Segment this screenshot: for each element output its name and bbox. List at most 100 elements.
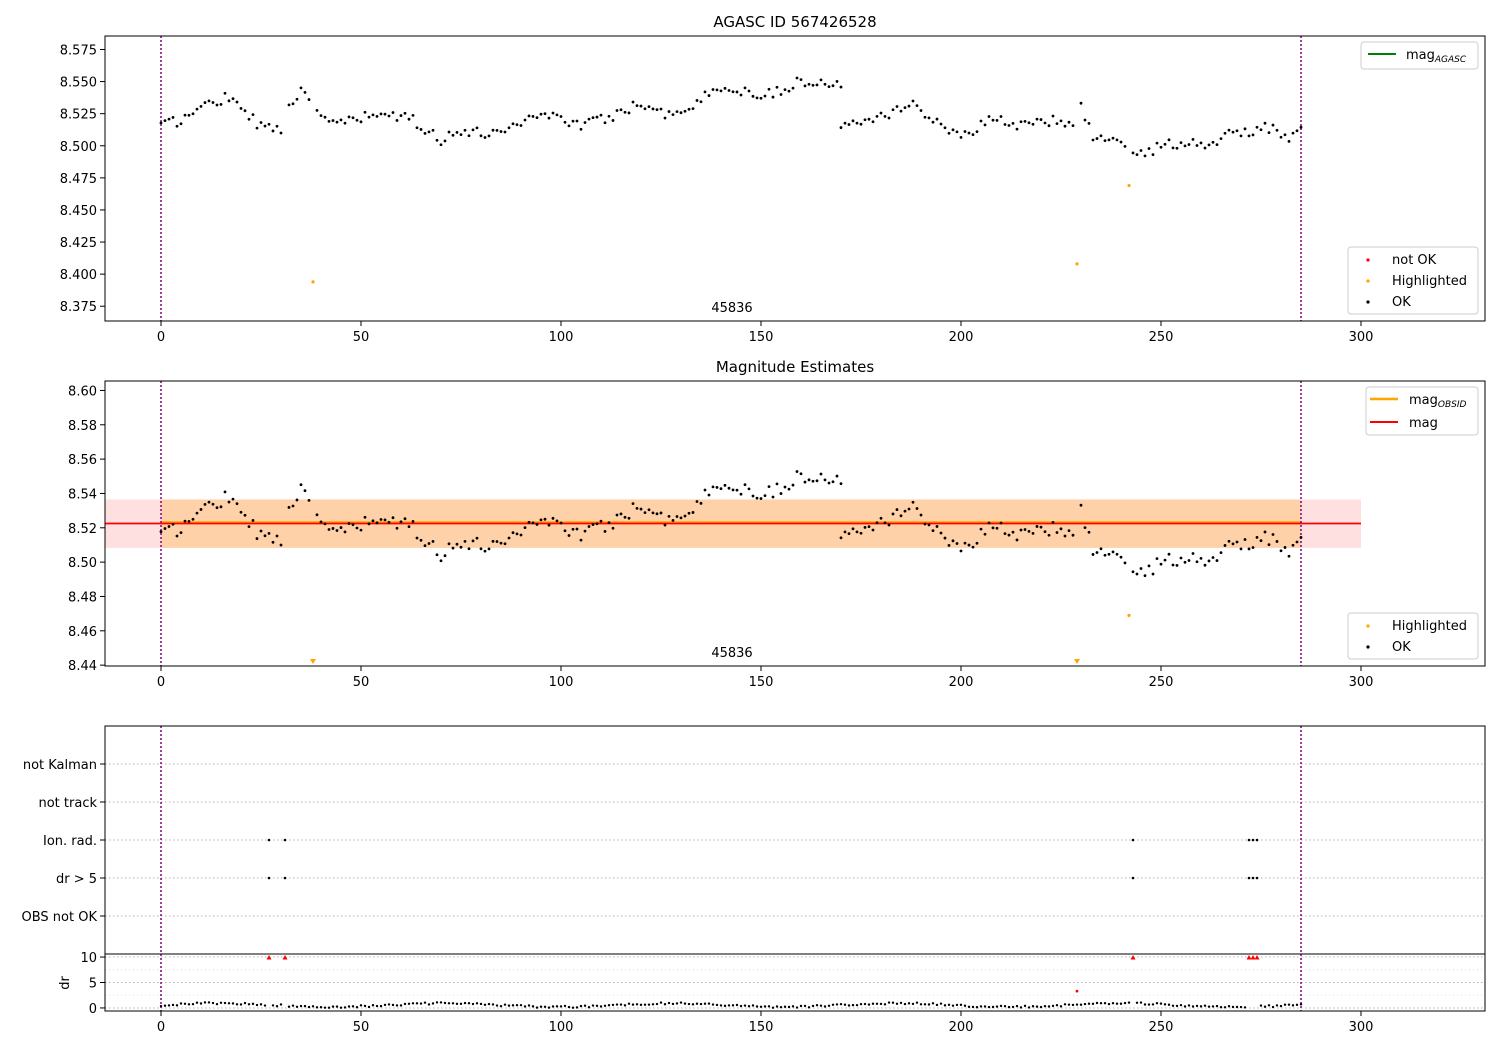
dr-point [379,1004,383,1008]
legend-ok-marker [1366,300,1370,304]
estimates-ok-point [667,514,671,518]
dr-point [343,1006,347,1009]
agasc-ok-point [299,86,303,90]
estimates-ok-point [851,527,855,531]
estimates-ok-point [303,489,307,493]
agasc-ok-point [967,131,971,135]
dr-point [319,1006,323,1009]
estimates-ok-point [275,534,279,538]
agasc-ok-point [211,101,215,104]
agasc-ok-point [519,124,523,127]
dr-point [363,1004,367,1008]
estimates-ok-point [999,521,1003,525]
dr-point [227,1002,231,1005]
dr-point [1291,1004,1295,1007]
dr-point [1043,1004,1047,1008]
estimates-ok-point [339,526,343,529]
agasc-ok-point [427,130,431,134]
agasc-ok-point [791,86,795,90]
legend-ok-label: OK [1392,295,1411,310]
estimates-ok-point [1223,544,1227,547]
agasc-ok-point [1211,140,1215,144]
dr-point [495,1004,499,1007]
dr-point [187,1003,191,1006]
agasc-ok-point [1083,118,1087,122]
agasc-ok-point [803,84,807,88]
estimates-ok-point [1031,531,1035,535]
dr-point [299,1004,303,1008]
dr-point [663,1003,667,1006]
estimates-ok-point [867,525,871,529]
dr-clipped-marker [282,955,288,960]
agasc-ok-point [307,98,311,101]
estimates-ok-point [163,527,167,530]
agasc-ok-point [971,133,975,136]
dr-point [303,1004,307,1008]
estimates-ok-point [247,525,251,529]
agasc-ok-point [579,127,583,131]
agasc-ok-point [771,95,775,99]
agasc-ok-point [1123,144,1127,148]
dr-point [671,1002,675,1006]
estimates-ok-point [1231,542,1235,546]
agasc-ok-point [679,111,683,115]
estimates-ok-point [639,507,643,511]
estimates-ytick-label: 8.50 [68,556,97,571]
dr-point [415,1002,419,1005]
estimates-ok-point [795,470,799,473]
dr-point [935,1003,939,1007]
estimates-ok-point [1295,540,1299,544]
estimates-ok-point [659,511,663,515]
estimates-ok-point [267,531,271,535]
dr-point [915,1001,919,1004]
agasc-ok-point [667,110,671,113]
estimates-ok-point [203,502,207,506]
dr-point [975,1006,979,1009]
agasc-ok-point [911,99,915,103]
estimates-ok-point [679,516,683,520]
estimates-ok-point [411,520,415,523]
dr-point [691,1003,695,1006]
estimates-ok-point [899,514,903,518]
agasc-ok-point [707,94,711,97]
agasc-ok-point [1011,121,1015,125]
dr-point [1215,1004,1219,1008]
agasc-ok-point [1175,146,1179,150]
agasc-ok-point [1131,151,1135,155]
estimates-ok-point [591,523,595,526]
agasc-ok-point [479,134,483,138]
agasc-ok-point [819,78,823,82]
estimates-ok-point [539,518,543,522]
agasc-ok-point [847,123,851,126]
dr-point [255,1003,259,1007]
agasc-ok-point [531,115,535,118]
agasc-ok-point [235,100,239,104]
dr-point [867,1003,871,1006]
legend-mag-agasc-text: mag [1406,48,1435,63]
agasc-ok-point [163,119,167,123]
estimates-ok-point [235,502,239,506]
flag-point [267,838,271,842]
estimates-ok-point [239,510,243,514]
estimates-ok-point [675,515,679,518]
agasc-ok-point [923,115,927,119]
estimates-ok-point [1251,546,1255,549]
agasc-ok-point [259,121,263,124]
estimates-ok-point [599,519,603,523]
estimates-ok-point [463,539,467,543]
dr-point [331,1005,335,1008]
estimates-ok-point [419,538,423,542]
estimates-ok-point [347,522,351,525]
agasc-ok-point [623,110,627,114]
agasc-ok-point [399,114,403,117]
dr-point [655,1002,659,1006]
estimates-ok-point [727,486,731,490]
legend-not-ok-marker [1366,258,1370,262]
dr-point [1067,1003,1071,1006]
dr-point [703,1002,707,1005]
agasc-ok-point [507,126,511,130]
dr-point [1283,1003,1287,1006]
agasc-ok-point [1111,136,1115,140]
estimates-ok-point [923,522,927,526]
